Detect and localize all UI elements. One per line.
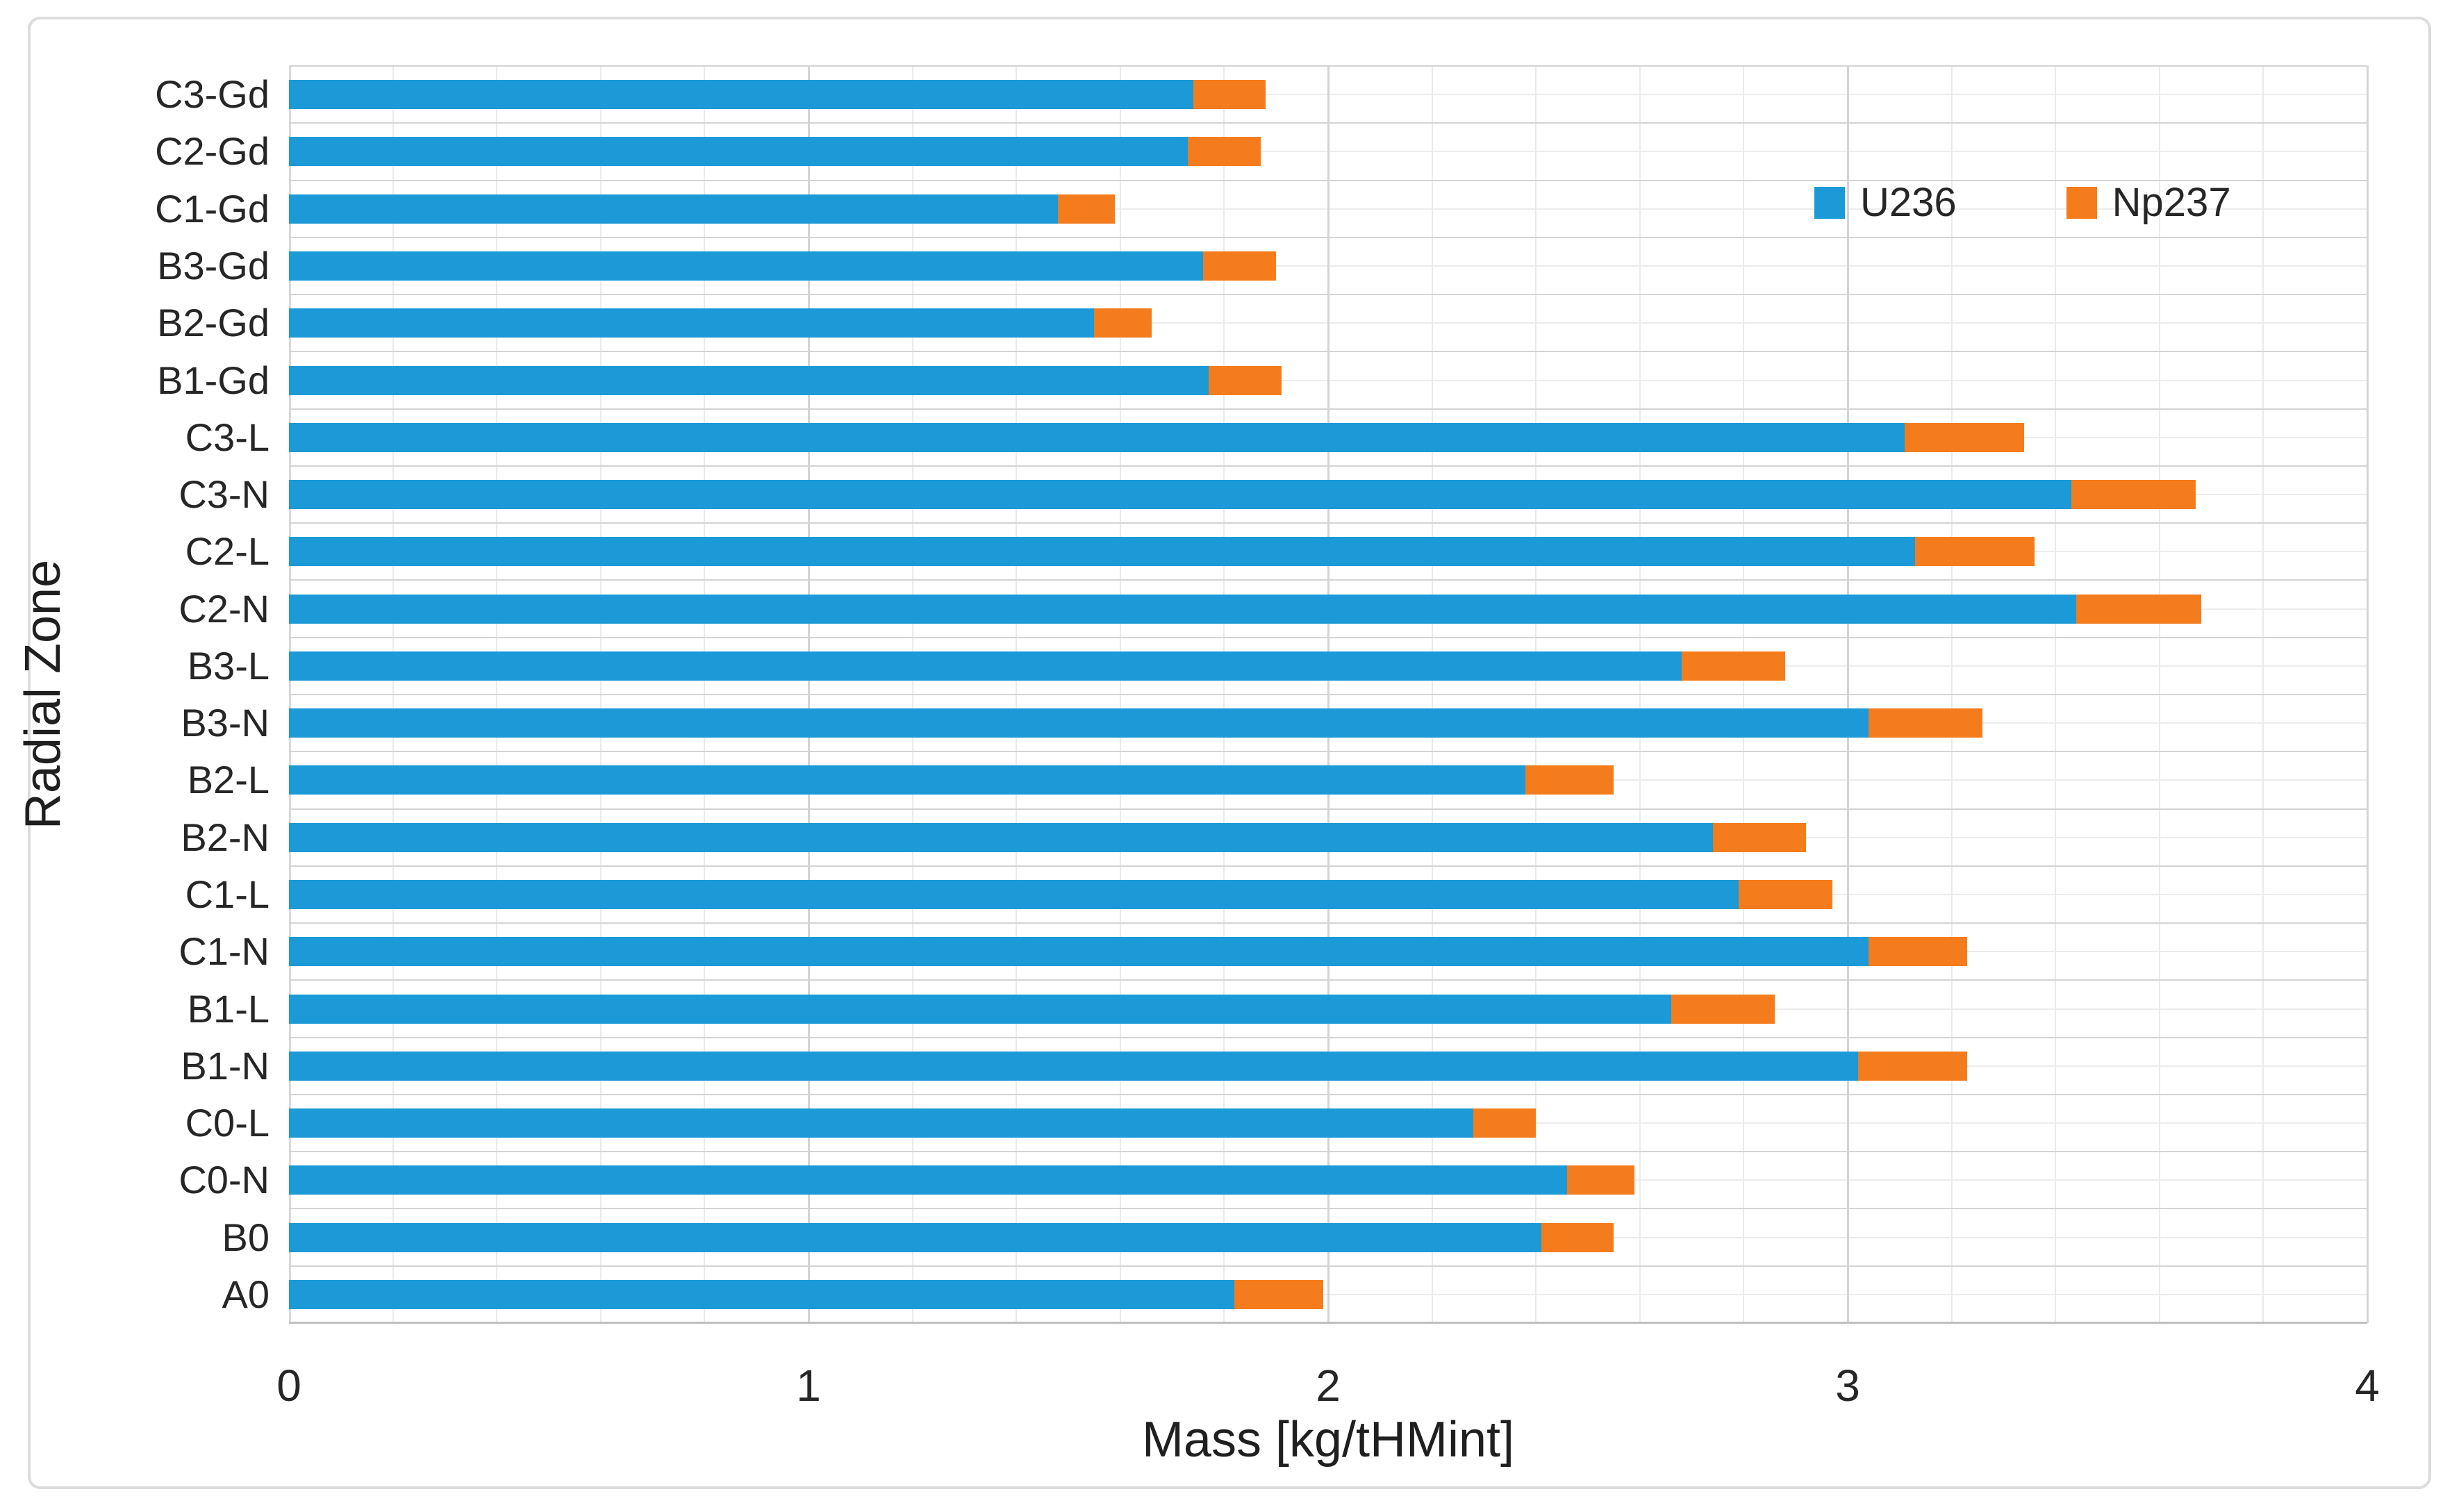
category-label-a0: A0 (222, 1272, 270, 1316)
bar-segment-np237-b3-gd (1203, 251, 1277, 281)
bar-segment-np237-c3-gd (1193, 80, 1266, 110)
category-label-c1-gd: C1-Gd (155, 186, 270, 231)
bar-segment-u236-c3-gd (289, 80, 1193, 110)
bar-segment-np237-b1-n (1857, 1051, 1968, 1081)
category-label-b2-n: B2-N (181, 815, 270, 859)
legend-swatch-np237-icon (2066, 186, 2097, 219)
bar-segment-u236-b1-gd (289, 365, 1209, 395)
v-gridline-major (2367, 66, 2369, 1323)
bar-segment-u236-b3-l (289, 651, 1682, 681)
category-label-b2-l: B2-L (187, 758, 270, 802)
bar-segment-np237-c1-l (1738, 879, 1832, 909)
bar-segment-np237-b2-n (1712, 822, 1807, 852)
bar-segment-np237-b2-gd (1094, 308, 1152, 338)
bar-segment-u236-b1-n (289, 1051, 1858, 1081)
bar-segment-np237-b3-l (1681, 651, 1786, 681)
category-label-b2-gd: B2-Gd (157, 301, 270, 345)
bar-segment-np237-b2-l (1525, 765, 1614, 795)
legend-label-u236: U236 (1860, 180, 1957, 225)
bar-segment-u236-b2-gd (289, 308, 1095, 338)
bar-segment-np237-c3-n (2071, 480, 2196, 510)
bar-segment-np237-c1-gd (1058, 194, 1116, 224)
category-label-c2-l: C2-L (185, 529, 270, 574)
bar-segment-u236-c2-l (289, 537, 1916, 567)
bar-segment-np237-b3-n (1868, 708, 1983, 738)
category-label-b0: B0 (222, 1215, 270, 1259)
category-label-c0-l: C0-L (185, 1101, 270, 1145)
bar-segment-np237-c0-n (1567, 1165, 1635, 1195)
bar-segment-u236-c0-l (289, 1108, 1474, 1138)
x-axis-title: Mass [kg/tHMint] (1141, 1412, 1515, 1468)
bar-segment-u236-b3-n (289, 708, 1869, 738)
plot-area (289, 65, 2369, 1324)
v-gridline-major (1327, 66, 1329, 1323)
x-axis-line (289, 1322, 2367, 1324)
legend-swatch-u236-icon (1814, 186, 1845, 219)
bar-segment-np237-b1-gd (1208, 365, 1282, 395)
bar-segment-np237-c0-l (1473, 1108, 1536, 1138)
bar-segment-np237-c2-l (1915, 537, 2035, 567)
bar-segment-np237-a0 (1234, 1279, 1323, 1309)
bar-segment-np237-c2-n (2076, 594, 2201, 624)
bar-segment-u236-b3-gd (289, 251, 1204, 281)
category-label-b3-n: B3-N (181, 701, 270, 745)
v-gridline-major (1847, 66, 1849, 1323)
bar-segment-u236-b2-l (289, 765, 1526, 795)
legend-item-np237: Np237 (2066, 179, 2231, 226)
legend: U236 Np237 (1814, 179, 2231, 226)
bar-segment-u236-b2-n (289, 822, 1713, 852)
v-gridline-major (808, 66, 810, 1323)
bar-segment-u236-c1-gd (289, 194, 1059, 224)
category-label-c1-l: C1-L (185, 872, 270, 916)
bar-segment-u236-c1-l (289, 879, 1739, 909)
category-label-c2-gd: C2-Gd (155, 129, 270, 174)
category-label-b1-gd: B1-Gd (157, 358, 270, 402)
bar-segment-u236-c3-n (289, 480, 2071, 510)
bar-segment-u236-c3-l (289, 422, 1905, 452)
bar-segment-u236-c1-n (289, 937, 1869, 967)
bar-segment-np237-c1-n (1868, 937, 1968, 967)
x-tick-label-0: 0 (276, 1361, 301, 1411)
bar-segment-u236-c2-n (289, 594, 2077, 624)
category-label-c0-n: C0-N (179, 1158, 270, 1202)
bar-segment-u236-b1-l (289, 994, 1671, 1024)
category-label-c3-gd: C3-Gd (155, 72, 270, 117)
category-label-c3-l: C3-L (185, 415, 270, 459)
legend-item-u236: U236 (1814, 179, 1957, 226)
bar-segment-u236-a0 (289, 1279, 1235, 1309)
bar-segment-u236-c2-gd (289, 137, 1188, 167)
bar-segment-u236-c0-n (289, 1165, 1568, 1195)
bar-segment-np237-c3-l (1905, 422, 2025, 452)
bar-segment-np237-c2-gd (1188, 137, 1261, 167)
category-label-b1-n: B1-N (181, 1043, 270, 1088)
category-label-b3-l: B3-L (187, 643, 270, 688)
x-tick-label-4: 4 (2355, 1361, 2380, 1411)
category-label-b3-gd: B3-Gd (157, 243, 270, 288)
x-tick-label-3: 3 (1835, 1361, 1860, 1411)
category-label-c2-n: C2-N (179, 586, 270, 631)
category-label-b1-l: B1-L (187, 986, 270, 1031)
category-label-c1-n: C1-N (179, 929, 270, 974)
bar-segment-u236-b0 (289, 1222, 1541, 1252)
x-tick-label-1: 1 (796, 1361, 821, 1411)
bar-segment-np237-b1-l (1671, 994, 1775, 1024)
x-tick-label-2: 2 (1316, 1361, 1341, 1411)
bar-segment-np237-b0 (1541, 1222, 1614, 1252)
legend-label-np237: Np237 (2112, 180, 2231, 225)
category-label-c3-n: C3-N (179, 472, 270, 517)
